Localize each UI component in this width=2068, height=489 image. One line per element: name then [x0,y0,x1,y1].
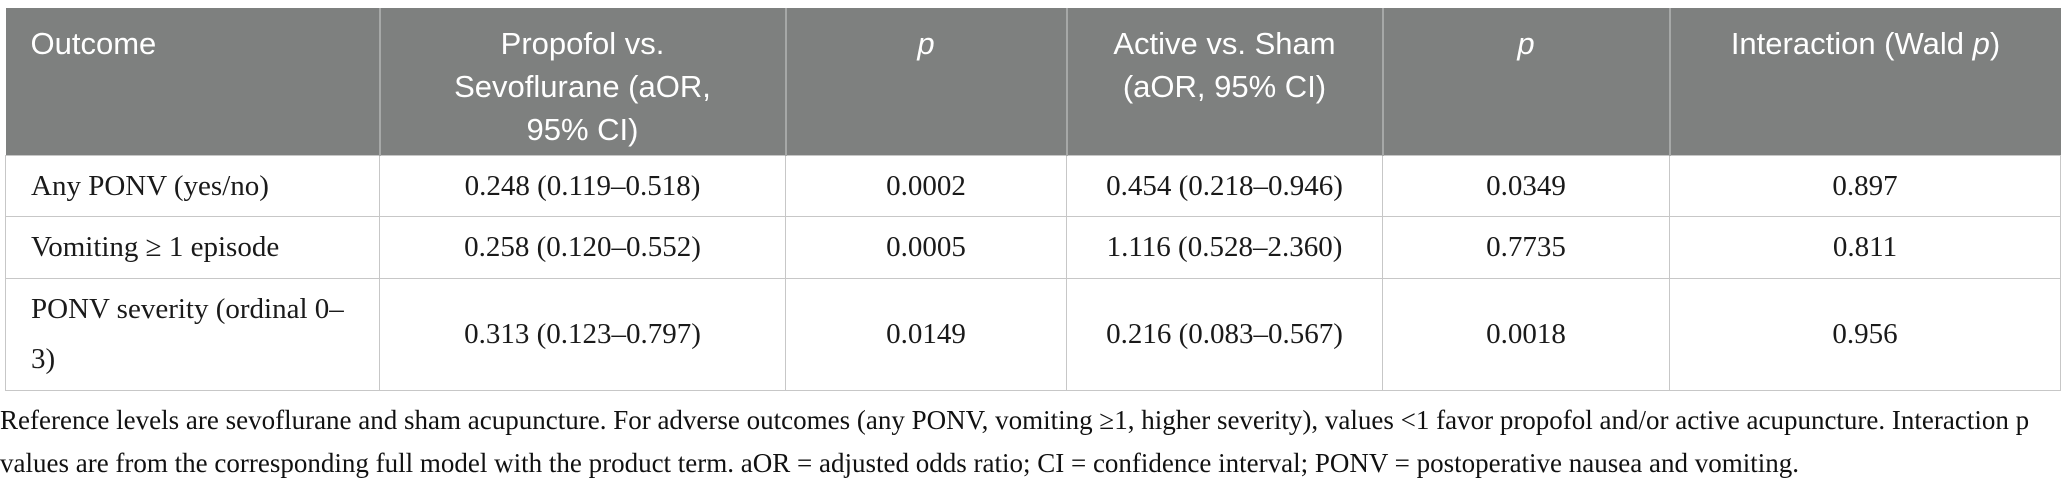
col-header-active-vs-sham: Active vs. Sham (aOR, 95% CI) [1066,8,1384,155]
cell-interaction-p: 0.811 [1669,215,2061,279]
col-header-p-value-2: p [1382,8,1671,155]
cell-propofol-aor: 0.258 (0.120–0.552) [379,215,786,279]
cell-p-value-2: 0.7735 [1382,215,1670,279]
cell-active-aor: 0.216 (0.083–0.567) [1066,277,1383,391]
table-footnote: Reference levels are sevoflurane and sha… [0,404,2030,478]
cell-p-value-1: 0.0002 [785,154,1067,217]
cell-interaction-p: 0.956 [1669,277,2061,391]
cell-active-aor: 1.116 (0.528–2.360) [1066,215,1383,279]
table-header-row: Outcome Propofol vs. Sevoflurane (aOR, 9… [5,8,2061,155]
table-row-ponv-severity: PONV severity (ordinal 0–3) 0.313 (0.123… [5,277,2061,391]
cell-p-value-2: 0.0349 [1382,154,1670,217]
table-row-vomiting: Vomiting ≥ 1 episode 0.258 (0.120–0.552)… [5,215,2061,279]
interaction-label-p-symbol: p [1972,26,1990,61]
results-table-figure: Outcome Propofol vs. Sevoflurane (aOR, 9… [5,8,2061,391]
table-row-any-ponv: Any PONV (yes/no) 0.248 (0.119–0.518) 0.… [5,154,2061,217]
cell-propofol-aor: 0.248 (0.119–0.518) [379,154,786,217]
interaction-label-suffix: ) [1989,26,2001,61]
col-header-propofol-vs-sevoflurane: Propofol vs. Sevoflurane (aOR, 95% CI) [379,8,787,155]
cell-propofol-aor: 0.313 (0.123–0.797) [379,277,786,391]
cell-outcome: Vomiting ≥ 1 episode [5,215,380,279]
cell-p-value-1: 0.0005 [785,215,1067,279]
cell-interaction-p: 0.897 [1669,154,2061,217]
col-header-interaction-wald-p: Interaction (Wald p) [1669,8,2061,155]
col-header-p-value-1: p [785,8,1068,155]
cell-outcome: PONV severity (ordinal 0–3) [5,277,380,391]
cell-active-aor: 0.454 (0.218–0.946) [1066,154,1383,217]
cell-p-value-2: 0.0018 [1382,277,1670,391]
cell-outcome: Any PONV (yes/no) [5,154,380,217]
interaction-label-prefix: Interaction (Wald [1730,26,1973,61]
cell-p-value-1: 0.0149 [785,277,1067,391]
results-table: Outcome Propofol vs. Sevoflurane (aOR, 9… [5,8,2061,391]
col-header-outcome: Outcome [5,8,381,155]
